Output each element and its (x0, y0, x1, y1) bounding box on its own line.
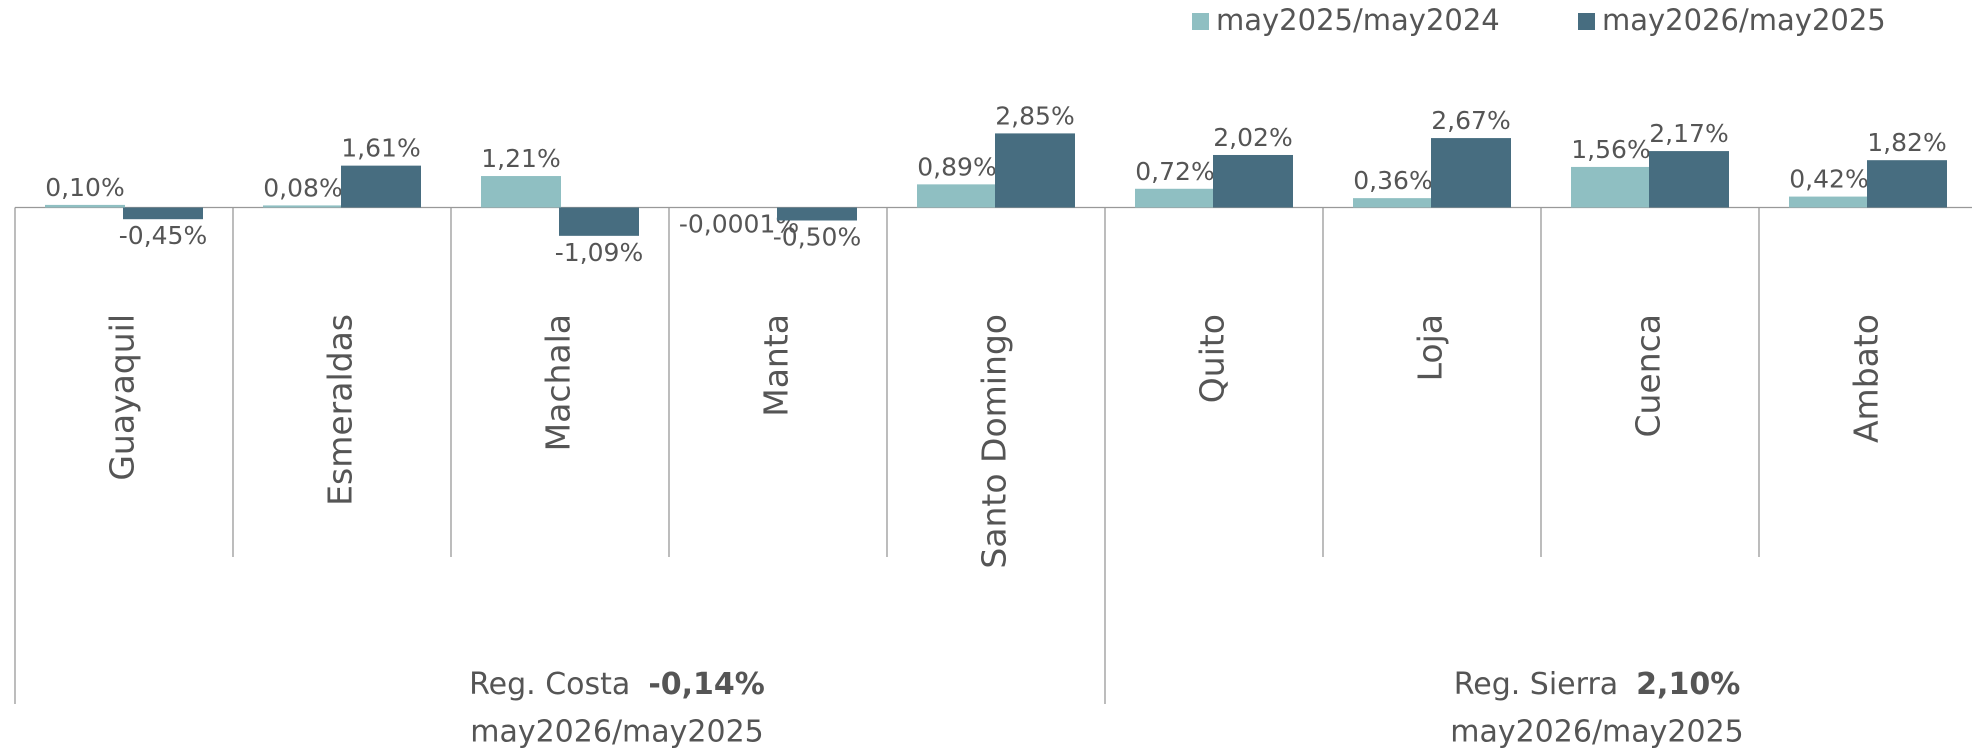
bar (917, 184, 997, 208)
group-label: Reg. Sierra 2,10% (1454, 667, 1741, 702)
data-label: 1,61% (341, 134, 420, 163)
data-label: 2,02% (1213, 123, 1292, 152)
category-label: Quito (1193, 314, 1232, 403)
category-label: Santo Domingo (975, 314, 1014, 569)
bar (123, 207, 203, 220)
bar (559, 207, 639, 236)
data-label: 2,67% (1431, 106, 1510, 135)
group-label: Reg. Costa -0,14% (469, 667, 765, 702)
data-label: 0,72% (1135, 157, 1214, 186)
bar (1431, 138, 1511, 208)
data-label: -1,09% (555, 238, 643, 267)
bar (1353, 198, 1433, 208)
legend-swatch (1578, 13, 1595, 30)
legend-label: may2025/may2024 (1216, 3, 1500, 37)
data-label: 2,17% (1649, 119, 1728, 148)
bar (1867, 160, 1947, 208)
data-label: 0,10% (45, 173, 124, 202)
bar (481, 176, 561, 208)
bar (341, 165, 421, 208)
group-value: 2,10% (1636, 667, 1740, 702)
data-label: 0,08% (263, 173, 342, 202)
data-label: -0,45% (119, 221, 207, 250)
bar (1789, 196, 1869, 208)
bar (45, 204, 125, 208)
category-label: Cuenca (1629, 314, 1668, 438)
legend-swatch (1192, 13, 1209, 30)
data-label: 1,82% (1867, 128, 1946, 157)
category-label: Esmeraldas (321, 314, 360, 506)
data-label: 1,56% (1571, 135, 1650, 164)
bar (1649, 151, 1729, 208)
data-label: 1,21% (481, 144, 560, 173)
bar (1135, 188, 1215, 208)
group-value: -0,14% (648, 667, 765, 702)
group-name: Reg. Sierra (1454, 667, 1618, 702)
group-name: Reg. Costa (469, 667, 630, 702)
data-label: -0,50% (773, 223, 861, 252)
bar (777, 207, 857, 221)
category-label: Ambato (1847, 314, 1886, 443)
data-label: 2,85% (995, 101, 1074, 130)
bar (1213, 154, 1293, 208)
bar (263, 205, 343, 208)
data-label: 0,89% (917, 152, 996, 181)
category-label: Guayaquil (103, 314, 142, 481)
category-label: Machala (539, 314, 578, 451)
data-label: 0,36% (1353, 166, 1432, 195)
data-label: 0,42% (1789, 165, 1868, 194)
bar (995, 133, 1075, 208)
bar (1571, 166, 1651, 208)
category-label: Manta (757, 314, 796, 417)
group-period: may2026/may2025 (470, 715, 764, 750)
group-period: may2026/may2025 (1450, 715, 1744, 750)
category-label: Loja (1411, 314, 1450, 381)
legend-label: may2026/may2025 (1602, 3, 1886, 37)
